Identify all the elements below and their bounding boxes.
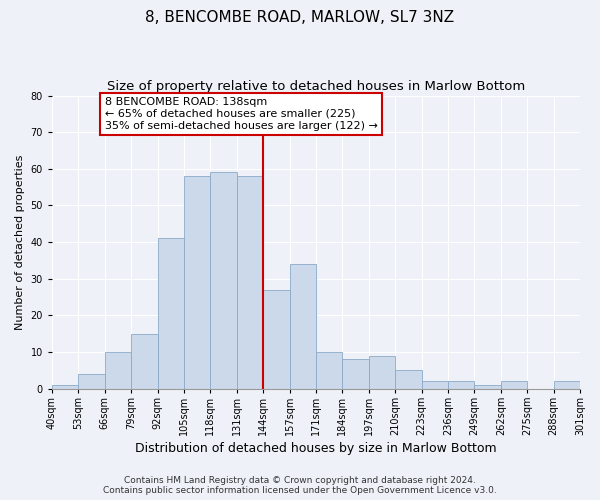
Bar [52, 385, 79, 388]
Bar [131, 334, 158, 388]
Bar [501, 382, 527, 388]
Bar [105, 352, 131, 389]
Bar [211, 172, 237, 388]
Bar [263, 290, 290, 388]
Bar [290, 264, 316, 388]
Text: 8, BENCOMBE ROAD, MARLOW, SL7 3NZ: 8, BENCOMBE ROAD, MARLOW, SL7 3NZ [145, 10, 455, 25]
Bar [554, 382, 580, 388]
Text: Contains HM Land Registry data © Crown copyright and database right 2024.
Contai: Contains HM Land Registry data © Crown c… [103, 476, 497, 495]
Bar [158, 238, 184, 388]
Bar [316, 352, 343, 389]
Bar [448, 382, 475, 388]
Text: 8 BENCOMBE ROAD: 138sqm
← 65% of detached houses are smaller (225)
35% of semi-d: 8 BENCOMBE ROAD: 138sqm ← 65% of detache… [105, 98, 377, 130]
Title: Size of property relative to detached houses in Marlow Bottom: Size of property relative to detached ho… [107, 80, 525, 93]
Y-axis label: Number of detached properties: Number of detached properties [15, 154, 25, 330]
X-axis label: Distribution of detached houses by size in Marlow Bottom: Distribution of detached houses by size … [135, 442, 497, 455]
Bar [343, 360, 369, 388]
Bar [79, 374, 105, 388]
Bar [369, 356, 395, 388]
Bar [237, 176, 263, 388]
Bar [422, 382, 448, 388]
Bar [184, 176, 211, 388]
Bar [475, 385, 501, 388]
Bar [395, 370, 422, 388]
